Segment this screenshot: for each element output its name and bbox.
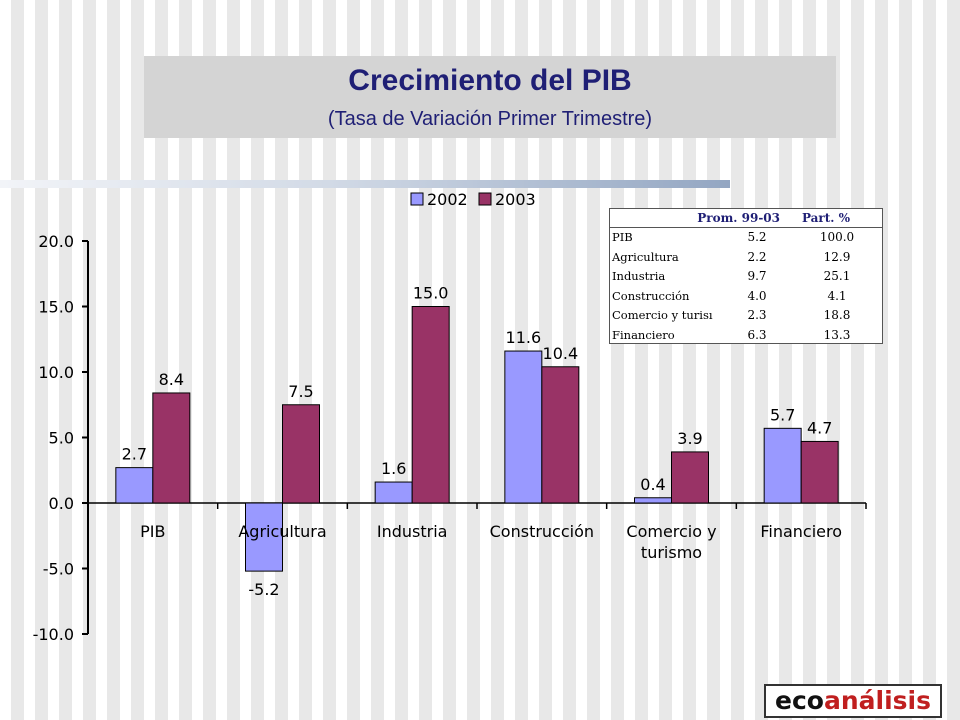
data-label-2003: 4.7: [807, 418, 832, 437]
bar-2003: [541, 366, 580, 504]
data-label-2002: -5.2: [248, 580, 279, 599]
y-tick-label: 15.0: [38, 298, 74, 317]
row-sector: PIB: [612, 230, 633, 244]
bar-2002: [763, 427, 802, 504]
y-tick-label: 10.0: [38, 363, 74, 382]
row-prom: 9.7: [747, 269, 767, 283]
data-label-2003: 3.9: [677, 429, 702, 448]
data-label-2002: 2.7: [122, 445, 147, 464]
bar-2002: [634, 497, 672, 504]
logo-text-eco: eco: [775, 686, 824, 715]
row-part: 100.0: [819, 230, 855, 244]
header-prom: Prom. 99-03: [697, 211, 780, 225]
x-category-label: Construcción: [490, 522, 594, 541]
data-label-2003: 15.0: [413, 284, 449, 303]
row-part: 4.1: [827, 288, 847, 303]
table-row: Comercio y turisı 2.3 18.8: [610, 306, 882, 326]
row-sector: Industria: [612, 269, 666, 283]
data-label-2003: 8.4: [159, 370, 184, 389]
bar-2003: [800, 440, 839, 504]
x-category-label: Financiero: [760, 522, 842, 541]
data-label-2002: 1.6: [381, 459, 406, 478]
y-tick-label: 5.0: [49, 429, 74, 448]
slide-subtitle: (Tasa de Variación Primer Trimestre): [327, 108, 653, 130]
table-row: Construcción 4.0 4.1: [610, 287, 882, 307]
bar-2002: [504, 350, 543, 504]
row-prom: 2.3: [747, 308, 767, 322]
slide-title: Crecimiento del PIB: [348, 64, 632, 97]
row-prom: 4.0: [747, 288, 767, 303]
table-header: Prom. 99-03 Part. %: [610, 209, 882, 228]
row-sector: Agricultura: [612, 249, 679, 264]
header-part: Part. %: [801, 211, 851, 225]
x-category-label: turismo: [641, 543, 702, 562]
table-row: Industria 9.7 25.1: [610, 267, 882, 287]
x-category-label: Industria: [377, 522, 448, 541]
bar-2003: [282, 404, 320, 504]
legend-swatch-2002: [410, 192, 424, 206]
legend-label-2003: 2003: [495, 190, 536, 209]
title-box: Crecimiento del PIB: [144, 56, 836, 138]
table-row: PIB 5.2 100.0: [610, 228, 882, 248]
row-sector: Comercio y turisı: [612, 308, 713, 322]
summary-table: Prom. 99-03 Part. % PIB 5.2 100.0 Agricu…: [609, 208, 883, 344]
row-part: 13.3: [823, 327, 851, 342]
row-part: 18.8: [823, 308, 851, 322]
row-prom: 2.2: [747, 249, 767, 264]
x-category-label: PIB: [140, 522, 165, 541]
row-sector: Construcción: [612, 288, 690, 303]
y-tick-label: 20.0: [38, 232, 74, 251]
data-label-2002: 5.7: [770, 405, 795, 424]
y-tick-label: -10.0: [33, 625, 74, 644]
data-label-2003: 7.5: [288, 382, 313, 401]
legend-swatch-2003: [478, 192, 492, 206]
x-category-label: Agricultura: [238, 522, 326, 541]
table-row: Agricultura 2.2 12.9: [610, 248, 882, 268]
row-sector: Financiero: [612, 327, 675, 342]
y-tick-label: -5.0: [43, 560, 74, 579]
y-tick-label: 0.0: [49, 494, 74, 513]
bar-2002: [245, 502, 283, 572]
ecoanalisis-logo: ecoanálisis: [764, 684, 942, 718]
row-part: 25.1: [823, 269, 851, 283]
bar-2003: [152, 392, 191, 504]
bar-2003: [671, 451, 709, 504]
logo-text-analisis: análisis: [823, 686, 931, 715]
row-prom: 6.3: [747, 327, 767, 342]
bar-2003: [411, 306, 450, 504]
row-prom: 5.2: [747, 230, 767, 244]
legend-label-2002: 2002: [427, 190, 468, 209]
data-label-2002: 11.6: [506, 328, 542, 347]
row-part: 12.9: [823, 249, 851, 264]
data-label-2002: 0.4: [640, 475, 665, 494]
table-row: Financiero 6.3 13.3: [610, 326, 882, 344]
bar-2002: [374, 481, 413, 504]
x-category-label: Comercio y: [626, 522, 716, 541]
bar-2002: [115, 467, 154, 504]
title-underline: [0, 180, 730, 188]
data-label-2003: 10.4: [543, 344, 579, 363]
